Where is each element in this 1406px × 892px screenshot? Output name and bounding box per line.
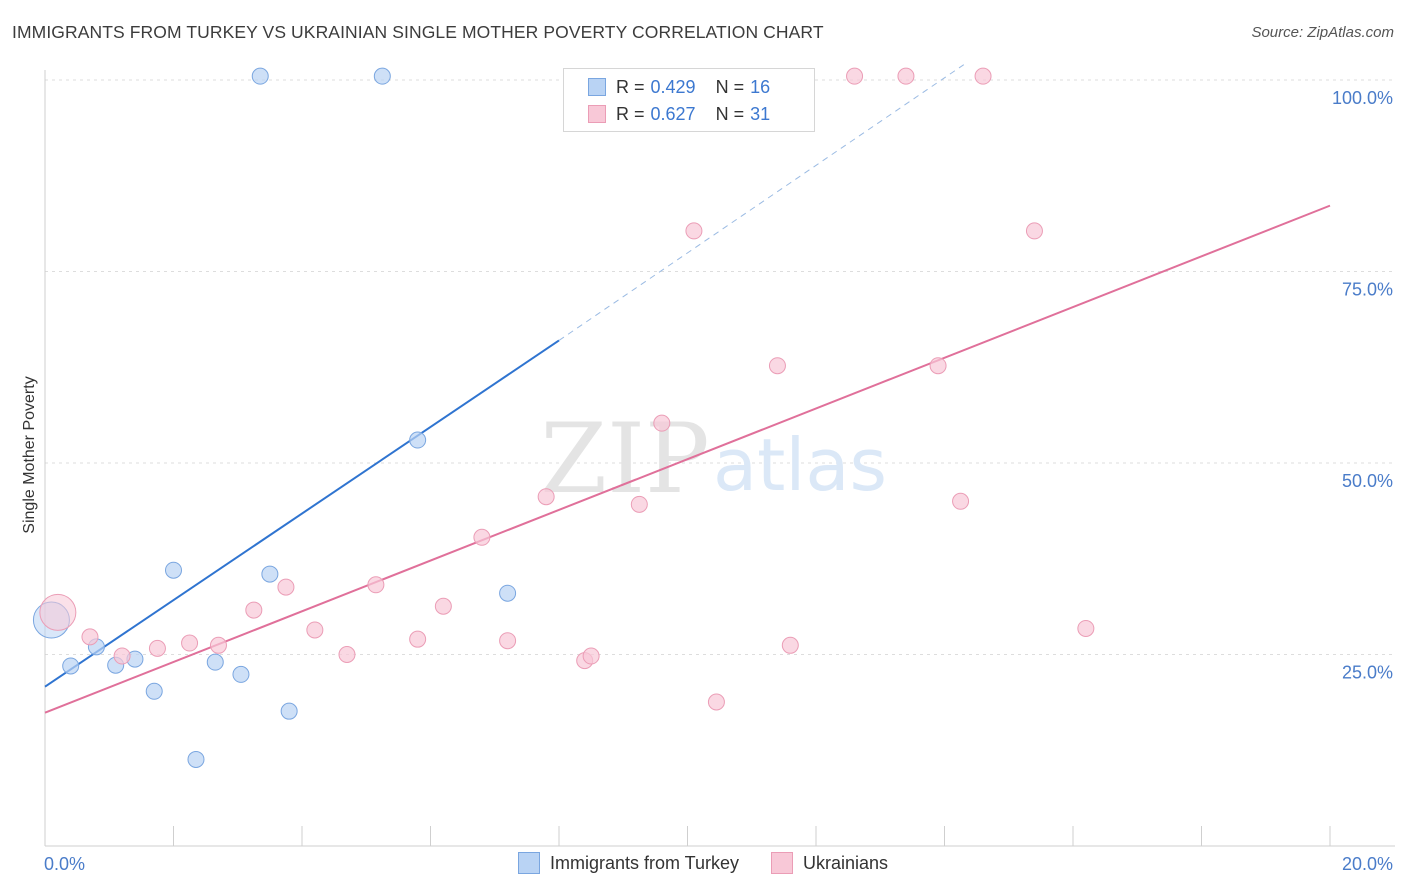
pink-point [306, 621, 324, 639]
pink-point [81, 628, 99, 646]
pink-point [113, 647, 131, 665]
bottom-legend-ukrainians: Ukrainians [771, 852, 888, 874]
watermark: ZIP atlas [540, 403, 887, 515]
pink-point [338, 646, 356, 663]
pink-point [277, 578, 295, 596]
y-tick-label: 75.0% [1342, 280, 1393, 300]
legend-r-label: R = [616, 76, 645, 97]
legend-swatch-pink [588, 105, 606, 123]
bottom-legend-label: Ukrainians [803, 852, 889, 873]
chart-title: IMMIGRANTS FROM TURKEY VS UKRAINIAN SING… [12, 22, 824, 42]
blue-point [373, 67, 391, 85]
legend-n-label: N = [715, 76, 745, 97]
legend-r-value: 0.627 [650, 103, 696, 124]
bottom-legend: Immigrants from Turkey Ukrainians [0, 852, 1406, 874]
source-credit: Source: ZipAtlas.com [1251, 24, 1394, 41]
gridlines [45, 79, 1395, 655]
axes [44, 70, 1395, 847]
blue-trend-extension [558, 64, 965, 341]
legend-swatch-blue [588, 78, 606, 96]
blue-trend-line [44, 339, 560, 688]
legend-n-label: N = [715, 103, 745, 124]
pink-point [181, 634, 199, 652]
pink-point [209, 636, 227, 654]
blue-point [232, 665, 250, 683]
bottom-swatch-pink [771, 852, 793, 874]
pink-point [245, 601, 263, 619]
blue-point [145, 682, 163, 700]
bottom-legend-label: Immigrants from Turkey [549, 852, 739, 873]
trend-lines [44, 64, 1331, 714]
data-points [32, 67, 1095, 768]
legend: R = 0.429 N = 16 R = 0.627 N = 31 [563, 68, 815, 132]
pink-point [499, 632, 517, 650]
pink-point [952, 492, 970, 510]
legend-r-value: 0.429 [650, 76, 696, 97]
pink-point [685, 222, 703, 240]
blue-point [261, 565, 279, 583]
pink-point [148, 639, 166, 657]
pink-point [707, 693, 725, 711]
legend-row-ukrainians: R = 0.627 N = 31 [588, 102, 770, 126]
pink-point [582, 647, 600, 665]
legend-n-value: 16 [750, 76, 771, 97]
watermark-zip: ZIP [540, 403, 709, 515]
blue-point [409, 431, 427, 449]
pink-point [434, 597, 452, 615]
pink-point [39, 593, 77, 631]
tick-labels: 25.0% 50.0% 75.0% 100.0% 0.0% 20.0% [44, 88, 1393, 874]
legend-r-label: R = [616, 103, 645, 124]
x-tick-label: 20.0% [1342, 854, 1393, 874]
pink-trend-line [44, 204, 1331, 714]
blue-point [251, 67, 269, 85]
legend-row-turkey: R = 0.429 N = 16 [588, 75, 770, 99]
y-axis-label: Single Mother Poverty [21, 376, 38, 533]
pink-point [630, 495, 648, 513]
pink-point [1077, 619, 1095, 637]
blue-point [499, 584, 517, 602]
blue-point [165, 561, 182, 579]
watermark-atlas: atlas [713, 423, 887, 507]
blue-point [62, 657, 80, 675]
legend-n-value: 31 [750, 103, 771, 124]
bottom-legend-turkey: Immigrants from Turkey [517, 852, 739, 874]
pink-point [1025, 222, 1043, 240]
pink-point [653, 414, 671, 432]
pink-point [929, 357, 947, 375]
y-tick-label: 100.0% [1332, 88, 1393, 108]
blue-point [280, 702, 298, 720]
pink-point [897, 67, 915, 85]
y-tick-label: 50.0% [1342, 471, 1393, 491]
pink-point [974, 67, 992, 85]
pink-point [537, 488, 555, 506]
pink-point [846, 67, 864, 85]
pink-point [409, 630, 427, 648]
pink-point [781, 636, 799, 654]
pink-point [768, 357, 786, 375]
blue-point [187, 750, 205, 768]
pink-point [367, 576, 385, 594]
x-tick-label: 0.0% [44, 854, 85, 874]
pink-point [473, 528, 491, 546]
blue-point [206, 653, 224, 671]
bottom-swatch-blue [517, 852, 540, 874]
y-tick-label: 25.0% [1342, 663, 1393, 683]
